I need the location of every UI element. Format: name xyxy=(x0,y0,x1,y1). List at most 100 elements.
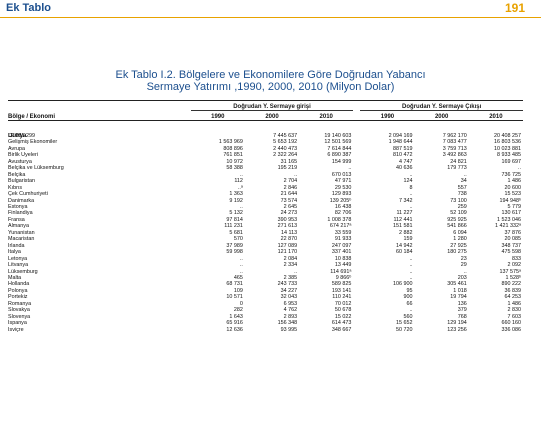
table-row: Macaristan 570 22 870 91 933 159 1 280 20 085 xyxy=(8,236,523,242)
table-row: Belçika ve Lüksemburg 58 388 195 219.. 40 6… xyxy=(8,165,523,171)
cell-value: 1 421 332ᵃ xyxy=(495,223,521,230)
cell-value: 151 581 xyxy=(393,223,413,230)
cell-value: 19 140 603 xyxy=(324,133,352,139)
row-label: Avusturya xyxy=(8,158,32,165)
cell-value: 13 449 xyxy=(334,262,352,269)
cell-value: 12 501 569 xyxy=(324,139,352,146)
cell-value: 60 184 xyxy=(396,249,413,256)
cell-value: 109 xyxy=(233,287,243,294)
cell-value: 91 933 xyxy=(334,236,352,243)
cell-value: 243 733 xyxy=(277,281,298,288)
cell-value: 337 401 xyxy=(331,249,352,256)
cell-value: .. xyxy=(409,191,413,198)
cell-value: 6 890 387 xyxy=(327,152,352,159)
cell-value: 16 438 xyxy=(334,203,352,210)
cell-value: 2 830 xyxy=(507,307,522,314)
cell-value: 379 xyxy=(457,307,467,314)
cell-value: 1 018 xyxy=(453,287,467,294)
cell-value: 15 523 xyxy=(504,191,522,198)
row-label: 2 081 299 Dünya xyxy=(8,133,191,139)
cell-value: 808 896 xyxy=(223,145,243,152)
cell-value: 20 408 257 xyxy=(494,133,521,139)
cell-value: 93 995 xyxy=(280,326,298,333)
cell-value: 7 342 xyxy=(399,197,413,204)
table-row: İsviçre 12 636 93 995 348 667 50 720 123 256 3… xyxy=(8,327,523,333)
row-label: Slovenya xyxy=(8,313,31,320)
page-number: 191 xyxy=(504,1,525,15)
cell-value: 738 xyxy=(457,191,467,198)
table-row: Slovakya 282 4 762 50 678.. 379 2 830 xyxy=(8,307,523,313)
cell-value: 34 227 xyxy=(280,287,298,294)
cell-value: 305 461 xyxy=(447,281,467,288)
cell-value: .. xyxy=(239,255,243,262)
cell-value: 11 227 xyxy=(396,210,413,217)
cell-value: 2 893 xyxy=(283,313,298,320)
cell-value: 106 900 xyxy=(393,281,413,288)
cell-value: 6 953 xyxy=(283,300,298,307)
cell-value: .. xyxy=(409,255,413,262)
cell-value: 29 530 xyxy=(334,184,352,191)
row-label: İtalya xyxy=(8,249,21,256)
row-label: İrlanda xyxy=(8,242,25,249)
cell-value: 2 322 264 xyxy=(273,152,298,159)
cell-value: 3 759 713 xyxy=(442,145,467,152)
cell-value: 247 097 xyxy=(331,242,352,249)
cell-value: 1 523 046 xyxy=(497,216,521,223)
cell-value: .. xyxy=(294,268,298,275)
cell-value: 59 998 xyxy=(226,249,243,256)
cell-value: 194 948ᵇ xyxy=(499,197,521,204)
inflow-group-header: Doğrudan Y. Sermaye girişi xyxy=(190,100,354,111)
cell-value: 159 xyxy=(403,236,413,243)
cell-value: ..ᵃ xyxy=(237,184,243,191)
cell-value: .. xyxy=(348,165,352,172)
cell-value: 7 445 637 xyxy=(273,133,298,139)
cell-value: 130 617 xyxy=(501,210,522,217)
cell-value: 36 839 xyxy=(504,287,522,294)
cell-value: 5 779 xyxy=(507,203,522,210)
cell-value: 833 xyxy=(512,255,521,262)
cell-value: 19 794 xyxy=(450,294,467,301)
cell-value: 22 870 xyxy=(280,236,298,243)
row-label: Danimarka xyxy=(8,197,35,204)
cell-value: 8 xyxy=(409,184,413,191)
year-header: 2000 xyxy=(414,110,469,121)
cell-value: 348 737 xyxy=(501,242,522,249)
cell-value: 7 603 xyxy=(507,313,522,320)
cell-value: 2 846 xyxy=(283,184,298,191)
row-label: Finlandiya xyxy=(8,210,33,217)
cell-value: 195 219 xyxy=(277,165,298,172)
row-label: Avrupa xyxy=(8,145,25,152)
cell-value: 97 814 xyxy=(226,216,243,223)
cell-value: 180 275 xyxy=(447,249,467,256)
cell-value: 136 xyxy=(457,300,467,307)
cell-value: 203 xyxy=(457,274,467,281)
cell-value: 589 825 xyxy=(331,281,352,288)
cell-value: 674 217ᵃ xyxy=(329,223,352,230)
cell-value: 465 xyxy=(233,274,243,281)
cell-value: 37 876 xyxy=(504,229,522,236)
table-row: Polonya 109 34 227 193 141 95 1 018 36 839 xyxy=(8,288,523,294)
table-row: Birlik Üyeleri 761 851 2 322 264 6 890 387 8… xyxy=(8,152,523,158)
row-label: Yunanistan xyxy=(8,229,35,236)
row-label: Almanya xyxy=(8,223,29,230)
cell-value: 58 388 xyxy=(226,165,243,172)
cell-value: 23 xyxy=(460,255,467,262)
cell-value: 34 xyxy=(460,178,467,185)
cell-value: 0 xyxy=(239,300,243,307)
cell-value: 21 644 xyxy=(280,191,298,198)
table-row: Kıbrıs ..ᵃ 2 846 29 530 8 557 20 600 xyxy=(8,185,523,191)
cell-value: 3 492 863 xyxy=(442,152,467,159)
cell-value: 10 972 xyxy=(226,158,243,165)
cell-value: 736 725 xyxy=(501,171,522,178)
cell-value: 1 280 xyxy=(453,236,467,243)
cell-value: 40 636 xyxy=(396,165,413,172)
cell-value: 127 089 xyxy=(277,242,298,249)
cell-value: 4 747 xyxy=(399,158,413,165)
cell-value: 810 472 xyxy=(393,152,413,159)
cell-value: 139 205ᵇ xyxy=(329,197,352,204)
table-row-world: 2 081 299 Dünya 7 445 637 19 140 603 2 0… xyxy=(8,133,523,139)
cell-value: 8 933 485 xyxy=(497,152,521,159)
group-header-row: Doğrudan Y. Sermaye girişi Doğrudan Y. S… xyxy=(8,100,523,111)
cell-value: 169 697 xyxy=(501,158,522,165)
cell-value: 5 681 xyxy=(229,229,243,236)
